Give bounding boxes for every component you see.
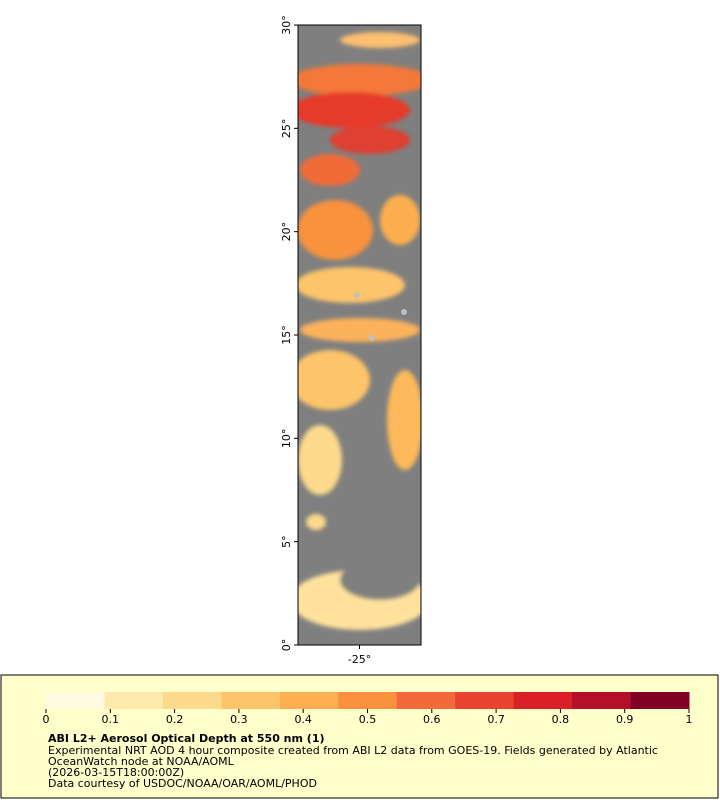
y-tick-label: 15° [280,325,293,345]
y-tick-label: 10° [280,429,293,449]
colorbar-swatch [572,692,632,709]
colorbar-tick-label: 1 [686,713,693,726]
colorbar-tick-label: 0.3 [230,713,248,726]
y-tick-label: 25° [280,119,293,139]
y-tick-label: 0° [280,639,293,652]
x-tick-label: -25° [348,653,371,666]
colorbar-tick-label: 0.7 [487,713,505,726]
legend-line: OceanWatch node at NOAA/AOML [48,755,235,768]
legend-line: Data courtesy of USDOC/NOAA/OAR/AOML/PHO… [48,777,317,790]
colorbar-swatch [46,692,105,709]
colorbar-swatch [279,692,339,709]
colorbar-swatch [396,692,456,709]
colorbar-tick-label: 0.4 [294,713,312,726]
y-tick-label: 5° [280,535,293,548]
colorbar-tick-label: 0.8 [552,713,570,726]
colorbar-swatch [513,692,573,709]
aerosol-map [298,25,421,645]
colorbar-tick-label: 0 [43,713,50,726]
legend-line: Experimental NRT AOD 4 hour composite cr… [48,744,658,757]
colorbar-swatch [162,692,222,709]
y-tick-label: 20° [280,222,293,242]
colorbar-tick-label: 0.6 [423,713,441,726]
colorbar-tick-label: 0.9 [616,713,634,726]
legend-line: (2026-03-15T18:00:00Z) [48,766,184,779]
colorbar-tick-label: 0.2 [166,713,184,726]
colorbar-swatch [221,692,281,709]
colorbar-swatch [104,692,164,709]
colorbar-swatch [455,692,515,709]
colorbar-swatch [630,692,690,709]
colorbar-tick-label: 0.1 [102,713,120,726]
colorbar-tick-label: 0.5 [359,713,377,726]
colorbar-swatch [338,692,398,709]
legend-title: ABI L2+ Aerosol Optical Depth at 550 nm … [48,732,325,745]
y-tick-label: 30° [280,15,293,35]
colorbar: 0 0.1 0.2 0.3 0.4 0.5 0.6 0.7 0.8 0.9 1 [43,692,693,726]
